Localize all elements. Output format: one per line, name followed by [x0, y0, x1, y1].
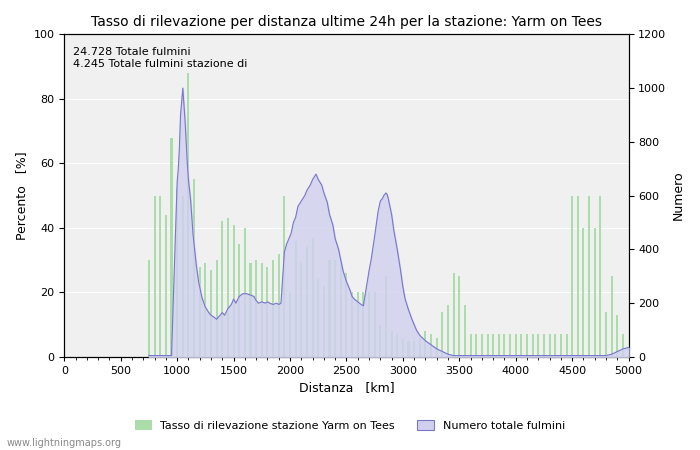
- Bar: [396, 334, 398, 357]
- Bar: [357, 292, 358, 357]
- Bar: [464, 305, 466, 357]
- Bar: [543, 334, 545, 357]
- Bar: [571, 196, 573, 357]
- Bar: [345, 273, 347, 357]
- Bar: [402, 338, 404, 357]
- Bar: [526, 334, 528, 357]
- Bar: [334, 260, 336, 357]
- Bar: [148, 260, 150, 357]
- Bar: [520, 334, 522, 357]
- Bar: [599, 196, 601, 357]
- X-axis label: Distanza   [km]: Distanza [km]: [299, 382, 394, 395]
- Bar: [605, 312, 607, 357]
- Bar: [182, 196, 184, 357]
- Bar: [509, 334, 511, 357]
- Bar: [514, 334, 517, 357]
- Bar: [407, 341, 410, 357]
- Bar: [312, 238, 314, 357]
- Bar: [470, 334, 472, 357]
- Bar: [442, 312, 443, 357]
- Bar: [391, 331, 393, 357]
- Bar: [188, 73, 190, 357]
- Bar: [176, 189, 178, 357]
- Bar: [204, 263, 206, 357]
- Bar: [435, 338, 438, 357]
- Bar: [267, 266, 268, 357]
- Bar: [238, 244, 240, 357]
- Bar: [289, 292, 291, 357]
- Bar: [210, 270, 212, 357]
- Bar: [159, 196, 161, 357]
- Bar: [278, 254, 280, 357]
- Bar: [351, 292, 353, 357]
- Bar: [577, 196, 579, 357]
- Bar: [498, 334, 500, 357]
- Bar: [430, 334, 432, 357]
- Bar: [171, 138, 172, 357]
- Bar: [582, 228, 584, 357]
- Bar: [413, 341, 415, 357]
- Bar: [300, 263, 302, 357]
- Bar: [368, 292, 370, 357]
- Bar: [458, 276, 461, 357]
- Bar: [566, 334, 568, 357]
- Bar: [363, 292, 365, 357]
- Bar: [244, 228, 246, 357]
- Bar: [588, 196, 590, 357]
- Bar: [323, 286, 325, 357]
- Title: Tasso di rilevazione per distanza ultime 24h per la stazione: Yarm on Tees: Tasso di rilevazione per distanza ultime…: [91, 15, 602, 29]
- Bar: [374, 292, 376, 357]
- Bar: [340, 263, 342, 357]
- Bar: [255, 260, 257, 357]
- Bar: [610, 276, 612, 357]
- Y-axis label: Numero: Numero: [672, 171, 685, 220]
- Bar: [453, 273, 455, 357]
- Legend: Tasso di rilevazione stazione Yarm on Tees, Numero totale fulmini: Tasso di rilevazione stazione Yarm on Te…: [130, 416, 570, 436]
- Bar: [232, 225, 234, 357]
- Bar: [379, 324, 382, 357]
- Bar: [419, 338, 421, 357]
- Bar: [481, 334, 483, 357]
- Bar: [306, 247, 308, 357]
- Bar: [475, 334, 477, 357]
- Bar: [447, 305, 449, 357]
- Bar: [193, 180, 195, 357]
- Bar: [492, 334, 494, 357]
- Y-axis label: Percento   [%]: Percento [%]: [15, 151, 28, 240]
- Bar: [503, 334, 505, 357]
- Bar: [538, 334, 539, 357]
- Bar: [549, 334, 551, 357]
- Bar: [153, 196, 155, 357]
- Bar: [594, 228, 596, 357]
- Bar: [486, 334, 489, 357]
- Bar: [216, 260, 218, 357]
- Bar: [249, 263, 251, 357]
- Bar: [531, 334, 533, 357]
- Bar: [272, 260, 274, 357]
- Bar: [554, 334, 556, 357]
- Bar: [295, 241, 297, 357]
- Bar: [616, 315, 618, 357]
- Text: www.lightningmaps.org: www.lightningmaps.org: [7, 438, 122, 448]
- Bar: [199, 266, 201, 357]
- Bar: [385, 276, 387, 357]
- Bar: [227, 218, 229, 357]
- Bar: [622, 334, 624, 357]
- Bar: [261, 263, 262, 357]
- Bar: [317, 279, 319, 357]
- Bar: [424, 331, 426, 357]
- Bar: [560, 334, 562, 357]
- Text: 24.728 Totale fulmini
4.245 Totale fulmini stazione di: 24.728 Totale fulmini 4.245 Totale fulmi…: [73, 47, 247, 69]
- Bar: [284, 196, 286, 357]
- Bar: [328, 260, 330, 357]
- Bar: [221, 221, 223, 357]
- Bar: [164, 215, 167, 357]
